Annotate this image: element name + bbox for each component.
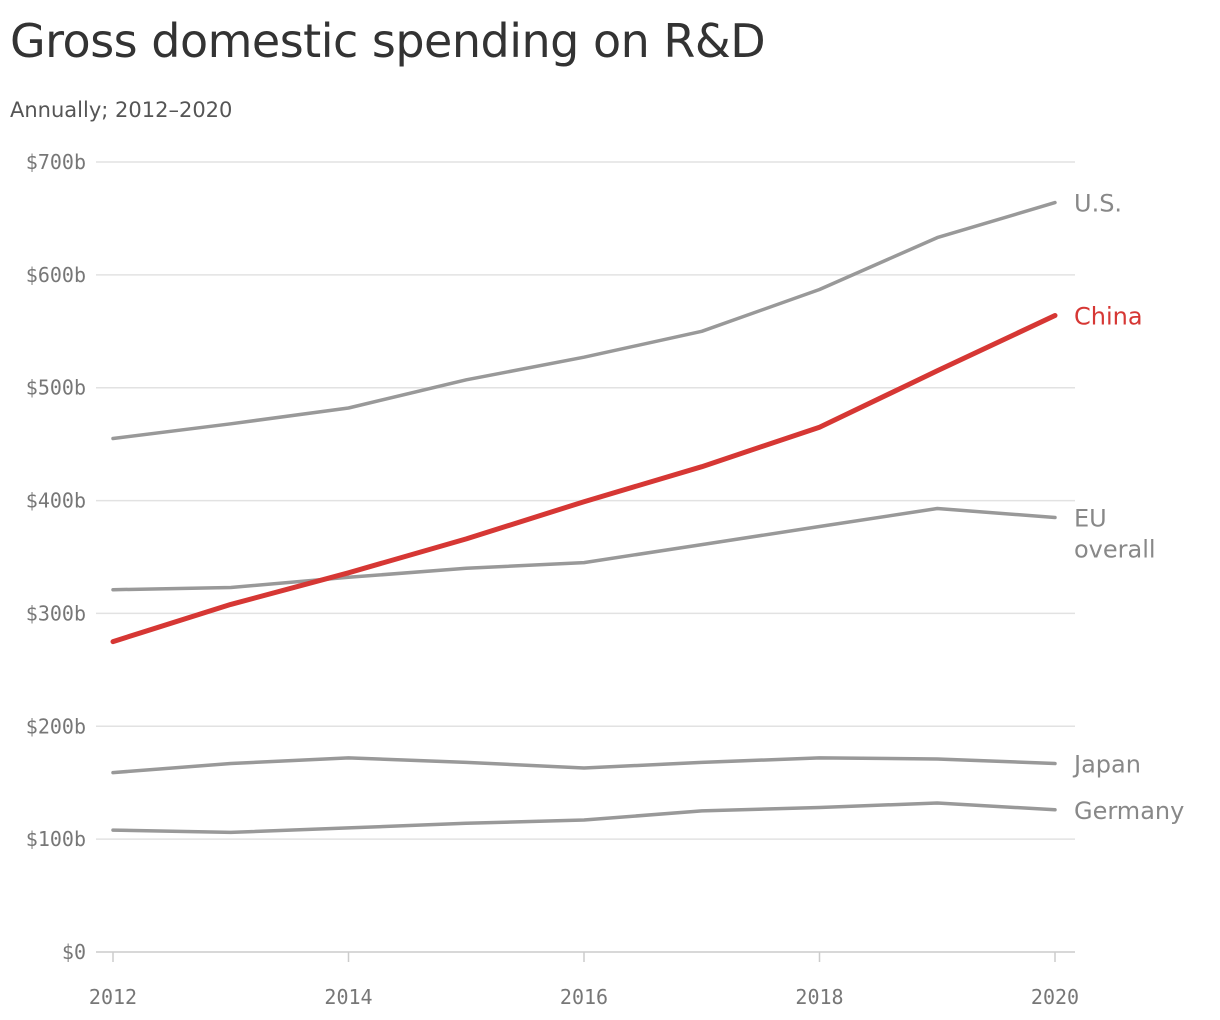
y-tick-label: $200b [26, 714, 86, 738]
y-tick-label: $600b [26, 263, 86, 287]
y-tick-label: $100b [26, 827, 86, 851]
series-line-eu-overall [111, 506, 1057, 592]
x-tick-label: 2014 [324, 985, 372, 1009]
x-axis-ticks: 2012 2014 2016 2018 2020 [89, 952, 1079, 1009]
chart-subtitle: Annually; 2012–2020 [10, 98, 233, 122]
x-tick-label: 2012 [89, 985, 137, 1009]
series-line-japan [111, 756, 1057, 775]
series-lines [110, 200, 1058, 835]
y-axis-ticks: $0 $100b $200b $300b $400b $500b $600b $700b [26, 150, 86, 964]
series-line-china [110, 313, 1058, 645]
series-label-china: China [1074, 302, 1143, 330]
series-label-eu-overall: EU overall [1074, 505, 1156, 564]
series-label-germany: Germany [1074, 797, 1184, 825]
series-label-japan: Japan [1072, 751, 1141, 779]
series-label-u-s: U.S. [1074, 190, 1122, 218]
series-labels: U.S. China EU overall Japan Germany [1072, 190, 1184, 825]
x-tick-label: 2020 [1031, 985, 1079, 1009]
y-tick-label: $500b [26, 376, 86, 400]
series-line-germany [111, 801, 1057, 835]
x-tick-label: 2018 [795, 985, 843, 1009]
grid-lines [96, 161, 1075, 953]
y-tick-label: $300b [26, 601, 86, 625]
x-tick-label: 2016 [560, 985, 608, 1009]
series-line-u-s [111, 200, 1057, 441]
y-tick-label: $0 [62, 940, 86, 964]
chart-title: Gross domestic spending on R&D [10, 14, 766, 68]
y-tick-label: $700b [26, 150, 86, 174]
y-tick-label: $400b [26, 489, 86, 513]
